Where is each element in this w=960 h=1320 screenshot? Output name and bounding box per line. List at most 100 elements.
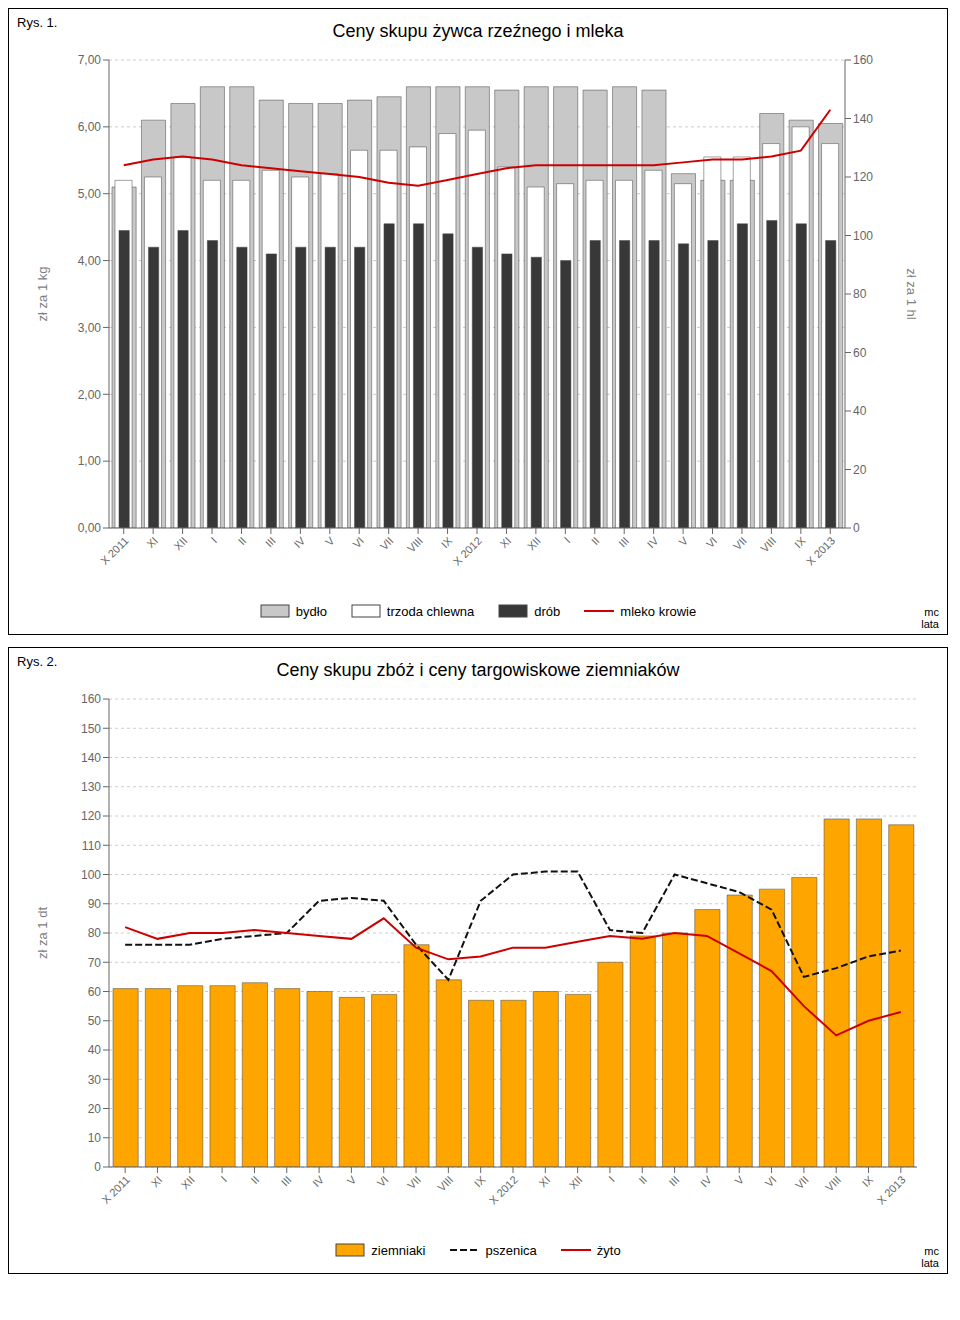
svg-text:I: I [218,1173,229,1184]
svg-text:VIII: VIII [405,534,425,554]
svg-text:0: 0 [853,521,860,535]
svg-text:60: 60 [853,346,867,360]
svg-text:160: 160 [853,53,873,67]
svg-text:100: 100 [81,868,101,882]
svg-text:VIII: VIII [435,1173,455,1193]
svg-text:100: 100 [853,229,873,243]
svg-text:X 2011: X 2011 [98,534,131,567]
svg-text:140: 140 [853,112,873,126]
svg-text:X 2012: X 2012 [487,1173,520,1206]
svg-text:V: V [345,1173,359,1187]
svg-text:III: III [667,1173,682,1188]
svg-text:160: 160 [81,692,101,706]
svg-text:XII: XII [179,1173,197,1191]
svg-text:IX: IX [860,1173,876,1189]
svg-text:I: I [208,534,219,545]
svg-text:VII: VII [731,534,749,552]
svg-text:0: 0 [94,1160,101,1174]
html-text:trzoda chlewna: trzoda chlewna [386,603,475,619]
svg-text:IV: IV [698,1173,714,1189]
svg-text:X 2013: X 2013 [875,1173,908,1206]
svg-text:III: III [279,1173,294,1188]
svg-text:XI: XI [498,534,514,550]
svg-text:I: I [562,534,573,545]
html-text:bydło: bydło [295,603,327,619]
svg-text:40: 40 [88,1043,102,1057]
svg-text:60: 60 [88,985,102,999]
svg-text:X 2011: X 2011 [100,1173,133,1206]
svg-text:3,00: 3,00 [78,321,102,335]
html-text:ziemniaki: ziemniaki [371,1242,426,1258]
svg-text:XII: XII [525,534,543,552]
html-text:żyto: żyto [596,1242,621,1258]
svg-text:IV: IV [310,1173,326,1189]
svg-text:VI: VI [350,534,366,550]
svg-text:110: 110 [82,839,101,853]
svg-text:140: 140 [81,751,101,765]
svg-text:120: 120 [853,170,873,184]
svg-text:II: II [236,534,249,547]
svg-text:90: 90 [88,897,102,911]
html-text:Ceny skupu żywca rzeźnego i ml: Ceny skupu żywca rzeźnego i mleka [332,21,624,41]
svg-text:VII: VII [405,1173,423,1191]
svg-text:V: V [732,1173,746,1187]
html-text:Rys. 2.: Rys. 2. [17,654,58,669]
svg-text:V: V [323,534,337,548]
html-text:mc lata: mc lata [921,605,939,630]
svg-text:150: 150 [81,722,101,736]
html-text:Ceny skupu zbóż i ceny targowi: Ceny skupu zbóż i ceny targowiskowe ziem… [276,660,680,680]
svg-text:70: 70 [88,956,102,970]
svg-text:VI: VI [704,534,720,550]
svg-text:IX: IX [439,534,455,550]
svg-text:2,00: 2,00 [78,388,102,402]
svg-text:zł za 1 hl: zł za 1 hl [904,268,919,319]
svg-text:X 2013: X 2013 [804,534,837,567]
svg-text:120: 120 [81,809,101,823]
svg-text:80: 80 [853,287,867,301]
svg-text:IV: IV [645,534,661,550]
svg-text:III: III [263,534,278,549]
html-text:drób: drób [534,603,561,619]
svg-text:10: 10 [88,1131,102,1145]
svg-text:XI: XI [536,1173,552,1189]
svg-text:1,00: 1,00 [78,454,102,468]
svg-text:zł za 1 dt: zł za 1 dt [35,907,50,959]
svg-text:II: II [249,1173,262,1186]
html-text:pszenica: pszenica [485,1242,537,1258]
svg-text:VIII: VIII [758,534,778,554]
svg-text:II: II [636,1173,649,1186]
svg-text:0,00: 0,00 [78,521,102,535]
svg-text:6,00: 6,00 [78,120,102,134]
svg-text:20: 20 [88,1102,102,1116]
svg-text:50: 50 [88,1014,102,1028]
svg-text:30: 30 [88,1073,102,1087]
svg-text:V: V [676,534,690,548]
svg-text:5,00: 5,00 [78,187,102,201]
svg-text:130: 130 [81,780,101,794]
svg-text:4,00: 4,00 [78,254,102,268]
svg-text:VII: VII [793,1173,811,1191]
svg-text:VIII: VIII [823,1173,843,1193]
svg-text:XII: XII [172,534,190,552]
svg-text:X 2012: X 2012 [451,534,484,567]
svg-text:IX: IX [472,1173,488,1189]
svg-text:XI: XI [149,1173,165,1189]
html-text:Rys. 1.: Rys. 1. [17,15,58,30]
svg-text:I: I [606,1173,617,1184]
svg-text:XI: XI [144,534,160,550]
svg-text:VI: VI [763,1173,779,1189]
svg-text:80: 80 [88,926,102,940]
svg-text:II: II [589,534,602,547]
svg-text:40: 40 [853,404,867,418]
svg-text:XII: XII [567,1173,585,1191]
html-text:mleko krowie: mleko krowie [620,603,697,619]
svg-text:IX: IX [792,534,808,550]
svg-text:7,00: 7,00 [78,53,102,67]
svg-text:VII: VII [378,534,396,552]
html-text:mc lata: mc lata [921,1244,939,1269]
svg-text:VI: VI [375,1173,391,1189]
svg-text:IV: IV [291,534,307,550]
svg-text:20: 20 [853,463,867,477]
svg-text:zł za 1 kg: zł za 1 kg [35,267,50,322]
svg-text:III: III [616,534,631,549]
